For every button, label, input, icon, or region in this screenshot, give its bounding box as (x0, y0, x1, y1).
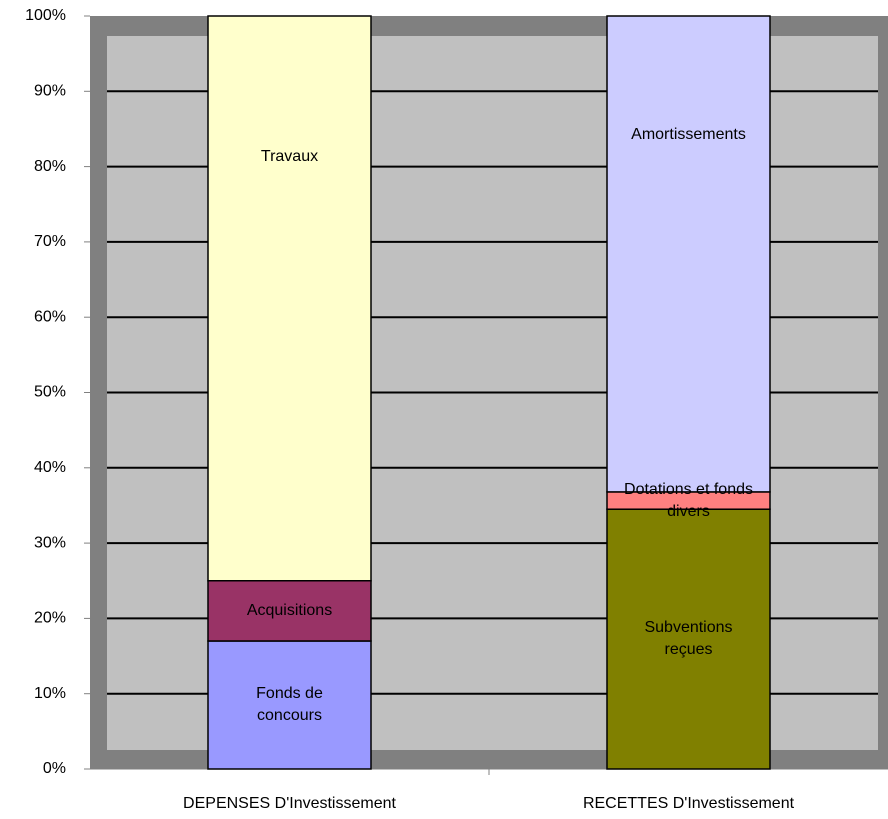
y-tick-label: 50% (34, 384, 66, 401)
segment-label: Acquisitions (246, 601, 333, 619)
segment-label: Travaux (260, 148, 319, 166)
y-tick-label: 10% (34, 685, 66, 702)
bar-segment (207, 640, 372, 770)
y-tick-label: 90% (34, 83, 66, 100)
y-tick-label: 40% (34, 459, 66, 476)
x-tick-label: RECETTES D'Investissement (583, 795, 795, 812)
y-tick-label: 70% (34, 233, 66, 250)
y-tick-label: 30% (34, 534, 66, 551)
y-tick-label: 0% (43, 760, 66, 777)
y-tick-label: 60% (34, 308, 66, 325)
y-tick-label: 80% (34, 158, 66, 175)
segment-label: Amortissements (631, 125, 746, 143)
segment-label: Dotations et fonds divers (624, 480, 753, 520)
y-tick-label: 100% (25, 7, 66, 24)
y-tick-label: 20% (34, 610, 66, 627)
segment-label: Fonds de concours (256, 684, 323, 724)
bar-segment (207, 15, 372, 582)
bar-segment (606, 508, 771, 770)
x-tick-label: DEPENSES D'Investissement (183, 795, 396, 812)
bar-segment (207, 580, 372, 642)
bar-segment (606, 15, 771, 493)
segment-label: Subventions reçues (644, 619, 733, 659)
